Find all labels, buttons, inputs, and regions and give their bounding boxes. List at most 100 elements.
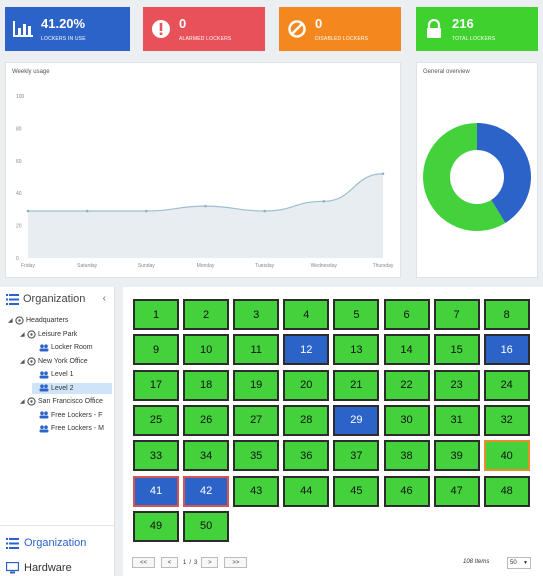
locker-46[interactable]: 46: [383, 475, 430, 507]
locker-1[interactable]: 1: [133, 299, 179, 330]
expand-toggle-icon[interactable]: ◢: [20, 331, 25, 338]
locker-45[interactable]: 45: [333, 475, 380, 507]
group-icon: [39, 411, 49, 419]
tree-item[interactable]: ◢ New York Office: [20, 356, 88, 367]
tree-item[interactable]: Free Lockers - M: [32, 423, 104, 434]
locker-13[interactable]: 13: [333, 334, 380, 366]
locker-25[interactable]: 25: [133, 404, 179, 436]
locker-28[interactable]: 28: [283, 404, 330, 436]
tree-item[interactable]: ◢ Headquarters: [8, 315, 68, 326]
locker-42[interactable]: 42: [183, 475, 230, 507]
locker-20[interactable]: 20: [283, 369, 330, 401]
tree-item[interactable]: Level 1: [32, 369, 74, 380]
locker-19[interactable]: 19: [233, 369, 280, 401]
locker-34[interactable]: 34: [183, 440, 230, 472]
locker-44[interactable]: 44: [283, 475, 330, 507]
locker-50[interactable]: 50: [183, 510, 230, 542]
locker-47[interactable]: 47: [433, 475, 480, 507]
locker-43[interactable]: 43: [233, 475, 280, 507]
locker-38[interactable]: 38: [383, 440, 430, 472]
locker-18[interactable]: 18: [183, 369, 230, 401]
bar-chart-icon: [5, 20, 41, 38]
locker-33[interactable]: 33: [133, 440, 179, 472]
weekly-usage-panel: Weekly usage 0 20 40 60 80 100 Friday Saturday S…: [5, 62, 401, 278]
locker-27[interactable]: 27: [233, 404, 280, 436]
general-overview-title: General overview: [423, 69, 470, 75]
first-page-button[interactable]: <<: [132, 557, 155, 568]
tree-item[interactable]: ◢ San Francisco Office: [20, 396, 103, 407]
locker-16[interactable]: 16: [483, 334, 530, 366]
donut-slice[interactable]: [477, 123, 531, 223]
locker-7[interactable]: 7: [433, 299, 480, 330]
collapse-panel-button[interactable]: ‹: [102, 293, 106, 304]
hardware-icon: [6, 562, 19, 574]
prev-page-button[interactable]: <: [161, 557, 178, 568]
locker-4[interactable]: 4: [283, 299, 330, 330]
locker-2[interactable]: 2: [183, 299, 230, 330]
tree-item[interactable]: Free Lockers - F: [32, 410, 102, 421]
locker-10[interactable]: 10: [183, 334, 230, 366]
locker-17[interactable]: 17: [133, 369, 179, 401]
data-point[interactable]: [85, 209, 89, 213]
tree-item[interactable]: Level 2: [32, 382, 112, 394]
locker-5[interactable]: 5: [333, 299, 380, 330]
tree-item[interactable]: ◢ Leisure Park: [20, 329, 77, 340]
stat-value: 216: [452, 16, 474, 31]
next-page-button[interactable]: >: [201, 557, 219, 568]
data-point[interactable]: [26, 209, 30, 213]
expand-toggle-icon[interactable]: ◢: [20, 358, 25, 365]
locker-35[interactable]: 35: [233, 440, 280, 472]
locker-21[interactable]: 21: [333, 369, 380, 401]
locker-48[interactable]: 48: [483, 475, 530, 507]
locker-40[interactable]: 40: [483, 440, 530, 472]
data-point[interactable]: [322, 200, 326, 203]
locker-22[interactable]: 22: [383, 369, 430, 401]
locker-37[interactable]: 37: [333, 440, 380, 472]
locker-32[interactable]: 32: [483, 404, 530, 436]
locker-11[interactable]: 11: [233, 334, 280, 366]
locker-41[interactable]: 41: [133, 475, 179, 507]
group-icon: [39, 343, 49, 352]
general-overview-chart: [423, 123, 531, 231]
organization-panel: Organization ‹ ◢ Headquarters ◢ Leisure Par…: [0, 287, 115, 576]
locker-8[interactable]: 8: [483, 299, 530, 330]
divider: [0, 525, 115, 526]
locker-23[interactable]: 23: [433, 369, 480, 401]
expand-toggle-icon[interactable]: ◢: [20, 399, 25, 405]
locker-30[interactable]: 30: [383, 404, 430, 436]
stat-alarmed-lockers: 0 ALARMED LOCKERS: [143, 7, 265, 51]
donut-slice[interactable]: [423, 123, 506, 231]
locker-29[interactable]: 29: [333, 404, 380, 436]
locker-39[interactable]: 39: [433, 440, 480, 472]
nav-hardware[interactable]: Hardware: [6, 562, 72, 574]
weekly-usage-title: Weekly usage: [12, 69, 50, 75]
nav-organization[interactable]: Organization: [6, 537, 86, 549]
group-icon: [39, 384, 49, 392]
y-tick-label: 80: [16, 126, 22, 132]
locker-15[interactable]: 15: [433, 334, 480, 366]
x-tick-label: Monday: [197, 263, 215, 269]
stat-value: 0: [315, 16, 323, 31]
locker-14[interactable]: 14: [383, 334, 430, 366]
locker-49[interactable]: 49: [133, 510, 179, 542]
locker-6[interactable]: 6: [383, 299, 430, 330]
locker-24[interactable]: 24: [483, 369, 530, 401]
organization-title: Organization: [23, 293, 86, 305]
organization-header: Organization: [6, 293, 85, 305]
locker-12[interactable]: 12: [283, 334, 330, 366]
current-page: 1: [183, 559, 187, 566]
data-point[interactable]: [145, 209, 148, 213]
locker-31[interactable]: 31: [433, 404, 480, 436]
locker-36[interactable]: 36: [283, 440, 330, 472]
locker-3[interactable]: 3: [233, 299, 280, 330]
tree-item[interactable]: Locker Room: [32, 342, 93, 353]
page-size-select[interactable]: 50 ▼: [507, 557, 531, 569]
data-point[interactable]: [381, 172, 385, 176]
x-tick-label: Sunday: [138, 263, 155, 269]
locker-26[interactable]: 26: [183, 404, 230, 436]
last-page-button[interactable]: >>: [224, 557, 248, 568]
data-point[interactable]: [204, 204, 207, 208]
data-point[interactable]: [263, 209, 266, 213]
locker-9[interactable]: 9: [133, 334, 179, 366]
expand-toggle-icon[interactable]: ◢: [8, 318, 13, 324]
